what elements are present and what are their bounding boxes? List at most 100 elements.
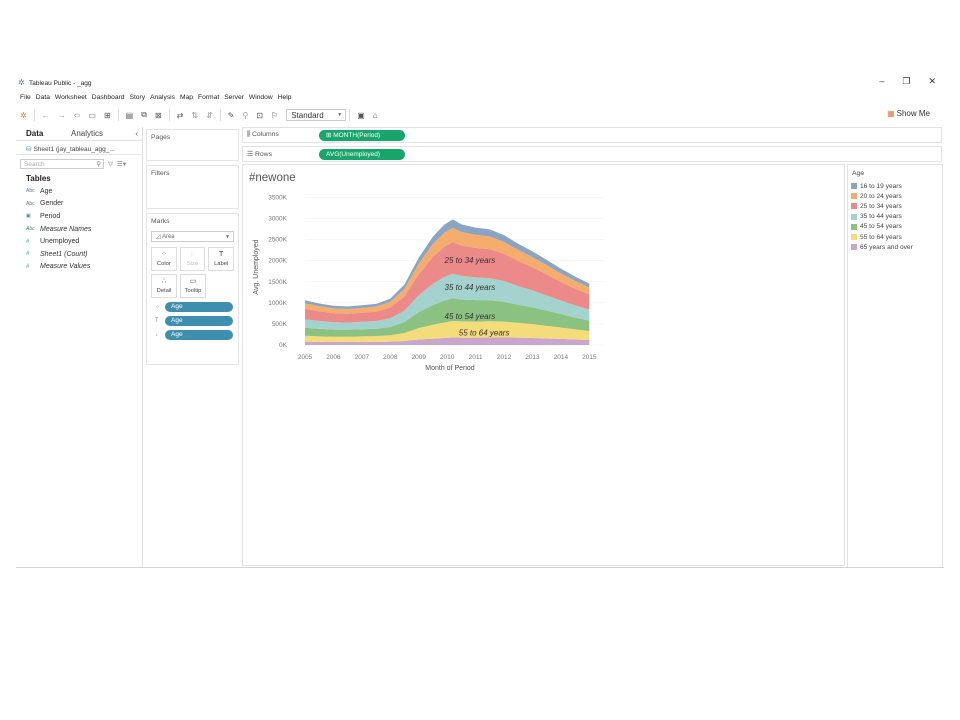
mark-type-value: Area [161, 234, 175, 240]
menu-format[interactable]: Format [198, 93, 220, 101]
field-name: Unemployed [40, 238, 80, 246]
tooltip-label: Tooltip [184, 288, 202, 294]
y-axis-title: Avg. Unemployed [253, 239, 260, 294]
filters-card[interactable]: Filters [146, 165, 239, 209]
field-item[interactable]: # Sheet1 (Count) [16, 248, 142, 261]
tables-heading: Tables [26, 174, 51, 183]
presentation-icon[interactable]: ⌂ [372, 110, 378, 120]
legend-swatch [851, 244, 857, 251]
show-me-label: Show Me [896, 109, 930, 118]
sort-ascending-icon[interactable]: ⇅ [191, 110, 199, 120]
measure-type-icon: # [26, 251, 30, 258]
forward-icon[interactable]: → [57, 110, 66, 120]
undo-icon[interactable]: ⇦ [73, 110, 81, 120]
color-button[interactable]: ⁘ Color [151, 247, 177, 271]
pin-icon[interactable]: ⚐ [271, 110, 279, 120]
mark-type-select[interactable]: ◿ Area ▼ [151, 231, 234, 242]
clear-sheet-icon[interactable]: ⊠ [154, 110, 162, 120]
columns-label: ⫼ Columns [247, 131, 279, 138]
color-label: Color [156, 261, 171, 267]
age-sort-pill[interactable]: Age [165, 330, 233, 340]
new-datasource-icon[interactable]: ⊞ [103, 110, 111, 120]
new-worksheet-icon[interactable]: ▤ [125, 110, 134, 120]
menu-dashboard[interactable]: Dashboard [91, 93, 125, 101]
legend-item[interactable]: 65 years and over [848, 242, 942, 252]
legend-item[interactable]: 16 to 19 years [848, 181, 942, 191]
show-me-button[interactable]: ▦ Show Me [887, 109, 930, 118]
swap-icon[interactable]: ⇄ [176, 110, 184, 120]
menu-worksheet[interactable]: Worksheet [54, 93, 87, 101]
tab-analytics[interactable]: Analytics [71, 129, 104, 138]
legend-item[interactable]: 35 to 44 years [848, 212, 942, 222]
x-tick-label: 2006 [326, 354, 341, 361]
age-label-pill[interactable]: Age [165, 316, 233, 326]
worksheet-view[interactable]: #newone 0K 500K 1000K 1500K 2000K 2500K 3000K 3… [242, 164, 845, 566]
size-button[interactable]: ◌ Size [179, 247, 206, 271]
rows-shelf[interactable]: ☰ Rows AVG(Unemployed) [242, 146, 942, 162]
menu-server[interactable]: Server [224, 93, 244, 101]
legend-swatch [851, 213, 857, 220]
field-item[interactable]: Abc Gender [16, 198, 142, 211]
field-search-input[interactable]: Search ⚲ [20, 159, 104, 169]
tableau-home-icon[interactable]: ✲ [20, 110, 27, 120]
menu-help[interactable]: Help [277, 93, 292, 101]
dimension-type-icon: ▣ [26, 213, 31, 220]
area-series [305, 273, 590, 330]
toolbar-divider [33, 109, 35, 121]
legend-label: 20 to 24 years [860, 192, 902, 200]
legend-item[interactable]: 45 to 54 years [848, 222, 942, 232]
marks-card: Marks ◿ Area ▼ ⁘ Color ◌ Size T Label ∴ Deta… [146, 213, 239, 365]
group-icon[interactable]: ⚲ [242, 110, 249, 120]
menu-analysis[interactable]: Analysis [150, 93, 175, 101]
x-tick-label: 2009 [411, 354, 426, 361]
field-item[interactable]: # Unemployed [16, 235, 142, 248]
field-item[interactable]: Abc Measure Names [16, 223, 142, 236]
duplicate-icon[interactable]: ⧉ [141, 110, 147, 119]
legend-label: 45 to 54 years [860, 223, 902, 231]
measure-type-icon: # [26, 263, 30, 270]
area-chart: 0K 500K 1000K 1500K 2000K 2500K 3000K 3500K 2005… [253, 194, 605, 372]
back-icon[interactable]: ← [41, 110, 50, 120]
field-item[interactable]: Abc Age [16, 185, 142, 198]
legend-item[interactable]: 55 to 64 years [848, 232, 942, 242]
restore-button[interactable]: ❐ [902, 76, 911, 86]
pages-card[interactable]: Pages [146, 129, 239, 161]
legend-item[interactable]: 20 to 24 years [848, 191, 942, 201]
minimize-button[interactable]: – [879, 76, 885, 86]
view-options-icon[interactable]: ☰▾ [117, 161, 127, 168]
detail-button[interactable]: ∴ Detail [151, 274, 177, 298]
legend-label: 35 to 44 years [860, 213, 902, 221]
menu-file[interactable]: File [20, 93, 31, 101]
filters-card-title: Filters [151, 170, 170, 177]
menu-map[interactable]: Map [180, 93, 194, 101]
legend-item[interactable]: 25 to 34 years [848, 201, 942, 211]
fit-select[interactable]: Standard ▼ [286, 109, 347, 121]
datasource-item[interactable]: ⛁ Sheet1 (jay_tableau_agg_... [16, 141, 142, 155]
sheet-title: #newone [249, 172, 296, 184]
sort-descending-icon[interactable]: ⇵ [206, 110, 213, 120]
tooltip-button[interactable]: ▭ Tooltip [180, 274, 206, 298]
menu-data[interactable]: Data [35, 93, 50, 101]
labels-icon[interactable]: ⊡ [256, 110, 264, 120]
avg-unemployed-pill[interactable]: AVG(Unemployed) [319, 148, 405, 160]
color-legend: Age 16 to 19 years 20 to 24 years 25 to 34… [847, 164, 943, 567]
label-button[interactable]: T Label [208, 247, 235, 271]
tab-data[interactable]: Data [26, 129, 44, 138]
show-cards-icon[interactable]: ▣ [357, 110, 365, 120]
pane-tabs: Data Analytics ‹ [16, 127, 142, 141]
menu-window[interactable]: Window [248, 93, 273, 101]
series-annotation: 25 to 34 years [444, 256, 496, 265]
save-icon[interactable]: ▭ [88, 110, 96, 120]
highlight-icon[interactable]: ✎ [227, 110, 235, 120]
filter-fields-icon[interactable]: ▽ [108, 161, 113, 168]
columns-shelf[interactable]: ⫼ Columns ⊞ MONTH(Period) [242, 127, 942, 143]
field-item[interactable]: ▣ Period [16, 210, 142, 223]
month-period-pill[interactable]: ⊞ MONTH(Period) [319, 129, 405, 141]
collapse-icon[interactable]: ‹ [135, 129, 138, 138]
field-item[interactable]: # Measure Values [16, 261, 142, 274]
age-color-pill[interactable]: Age [165, 302, 233, 312]
menu-story[interactable]: Story [129, 93, 146, 101]
legend-label: 65 years and over [860, 243, 913, 251]
size-icon: ◌ [190, 251, 195, 258]
close-button[interactable]: ✕ [928, 76, 936, 86]
